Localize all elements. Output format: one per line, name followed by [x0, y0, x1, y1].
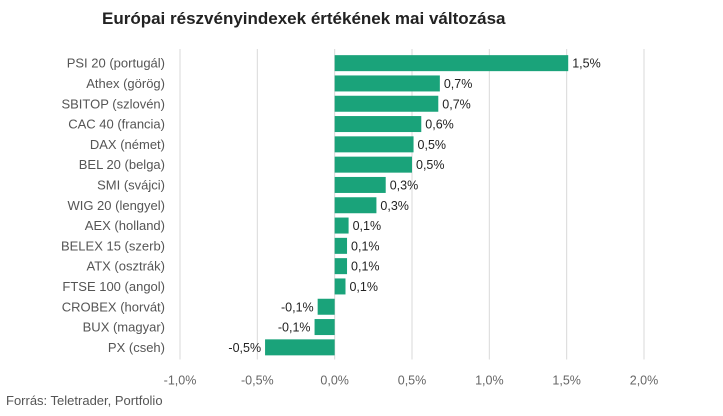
- category-label: PX (cseh): [108, 340, 165, 355]
- bar: [334, 75, 440, 92]
- data-label: 0,3%: [380, 199, 409, 213]
- data-label: 0,7%: [442, 97, 471, 111]
- bar: [314, 319, 335, 336]
- data-label: 0,6%: [425, 118, 454, 132]
- chart-title: Európai részvényindexek értékének mai vá…: [102, 9, 506, 28]
- bar: [334, 136, 414, 153]
- bar: [334, 278, 346, 295]
- bar: [265, 339, 335, 356]
- category-label: BELEX 15 (szerb): [61, 238, 165, 253]
- category-label: CAC 40 (francia): [68, 117, 165, 132]
- source-note: Forrás: Teletrader, Portfolio: [6, 393, 163, 408]
- category-label: AEX (holland): [85, 218, 165, 233]
- x-tick-label: 1,5%: [552, 374, 581, 388]
- data-label: 0,3%: [390, 178, 419, 192]
- category-label: ATX (osztrák): [87, 259, 166, 274]
- data-label: -0,1%: [278, 321, 311, 335]
- category-label: PSI 20 (portugál): [67, 56, 165, 71]
- category-label: SMI (svájci): [97, 177, 165, 192]
- data-label: 0,1%: [351, 260, 380, 274]
- x-tick-label: -1,0%: [164, 374, 197, 388]
- category-label: CROBEX (horvát): [62, 299, 165, 314]
- bar: [334, 217, 349, 234]
- category-label: BEL 20 (belga): [79, 157, 165, 172]
- category-label: WIG 20 (lengyel): [67, 198, 165, 213]
- bar: [334, 116, 422, 133]
- bar: [334, 197, 377, 214]
- data-label: -0,1%: [281, 300, 314, 314]
- bar: [334, 176, 386, 193]
- grid-lines: [179, 49, 645, 360]
- data-label: 0,7%: [444, 77, 473, 91]
- data-label: 0,1%: [349, 280, 378, 294]
- bar: [334, 55, 569, 72]
- bar: [334, 95, 439, 112]
- category-label: DAX (német): [90, 137, 165, 152]
- x-tick-label: 2,0%: [630, 374, 659, 388]
- data-label: 0,1%: [353, 219, 382, 233]
- category-label: SBITOP (szlovén): [61, 96, 165, 111]
- category-label: FTSE 100 (angol): [62, 279, 165, 294]
- data-label: 1,5%: [572, 57, 601, 71]
- bar: [334, 258, 348, 275]
- bars: [265, 55, 569, 356]
- data-label: 0,5%: [418, 138, 447, 152]
- x-tick-label: 1,0%: [475, 374, 504, 388]
- category-label: Athex (görög): [86, 76, 165, 91]
- labels: -1,0% -0,5% 0,0% 0,5% 1,0% 1,5% 2,0% PSI 20 (po…: [61, 56, 658, 388]
- bar: [317, 298, 335, 315]
- data-label: -0,5%: [228, 341, 261, 355]
- bar: [334, 237, 348, 254]
- x-tick-label: 0,5%: [398, 374, 427, 388]
- x-tick-label: -0,5%: [241, 374, 274, 388]
- data-label: 0,5%: [416, 158, 445, 172]
- bar: [334, 156, 412, 173]
- data-label: 0,1%: [351, 239, 380, 253]
- x-tick-label: 0,0%: [320, 374, 349, 388]
- category-label: BUX (magyar): [83, 320, 165, 335]
